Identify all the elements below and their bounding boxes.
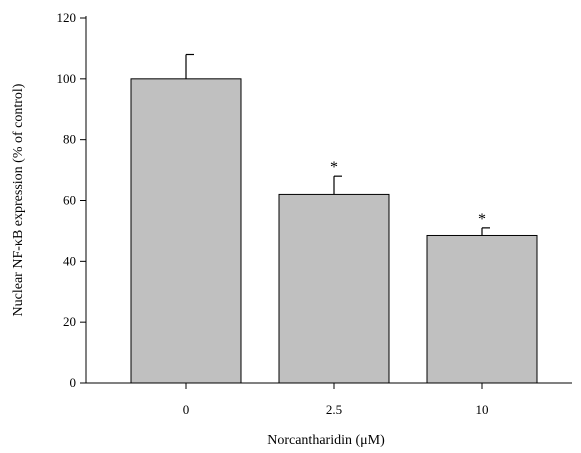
y-tick-label: 0 (70, 375, 77, 390)
y-tick-label: 40 (63, 253, 76, 268)
y-axis-title: Nuclear NF-κB expression (% of control) (11, 83, 26, 316)
bar (278, 193, 390, 384)
x-tick-label: 10 (476, 402, 489, 417)
bar (130, 78, 242, 384)
x-axis-title: Norcantharidin (μM) (267, 433, 385, 448)
significance-markers: ** (330, 159, 486, 228)
x-axis: 0 2.5 10 (86, 382, 572, 417)
significance-marker: * (478, 211, 486, 228)
bar (426, 234, 538, 384)
y-tick-label: 20 (63, 314, 76, 329)
bars (130, 78, 538, 384)
significance-marker: * (330, 159, 338, 176)
y-tick-label: 100 (57, 71, 77, 86)
x-tick-label: 0 (183, 402, 190, 417)
y-tick-label: 60 (63, 193, 76, 208)
x-tick-label: 2.5 (326, 402, 342, 417)
y-tick-label: 80 (63, 132, 76, 147)
error-bars (185, 53, 490, 236)
y-axis: 0 20 40 60 80 100 120 (57, 10, 87, 390)
y-tick-label: 120 (57, 10, 77, 25)
